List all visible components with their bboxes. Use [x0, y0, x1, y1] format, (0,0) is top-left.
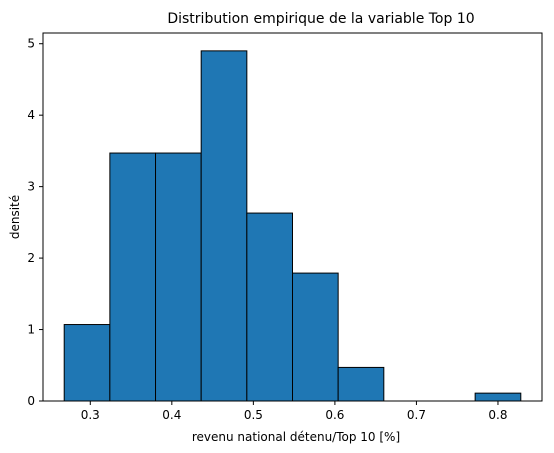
histogram-bar-1 [109, 152, 157, 402]
histogram-bar-0 [63, 324, 111, 402]
x-axis-label: revenu national détenu/Top 10 [%] [192, 430, 400, 444]
histogram-bar-6 [337, 366, 385, 402]
histogram-bar-4 [246, 212, 294, 402]
y-tick-label: 1 [27, 323, 35, 337]
x-tick-label: 0.4 [162, 408, 181, 422]
y-axis-ticks: 0 1 2 3 4 5 [27, 37, 43, 408]
x-tick-label: 0.7 [407, 408, 426, 422]
histogram-bar-2 [155, 152, 202, 402]
x-tick-label: 0.8 [488, 408, 507, 422]
bars-group [63, 50, 522, 402]
y-tick-label: 0 [27, 394, 35, 408]
y-tick-label: 2 [27, 251, 35, 265]
x-tick-label: 0.6 [325, 408, 344, 422]
y-tick-label: 4 [27, 108, 35, 122]
y-tick-label: 3 [27, 180, 35, 194]
histogram-bar-5 [292, 272, 339, 402]
histogram-bar-3 [200, 50, 248, 402]
chart-title: Distribution empirique de la variable To… [167, 11, 474, 27]
y-axis-label: densité [8, 195, 22, 239]
y-tick-label: 5 [27, 37, 35, 51]
histogram-bar-9 [474, 392, 522, 402]
plot-frame [42, 32, 543, 402]
x-axis-ticks: 0.3 0.4 0.5 0.6 0.7 0.8 [81, 401, 508, 422]
x-tick-label: 0.5 [244, 408, 263, 422]
x-tick-label: 0.3 [81, 408, 100, 422]
